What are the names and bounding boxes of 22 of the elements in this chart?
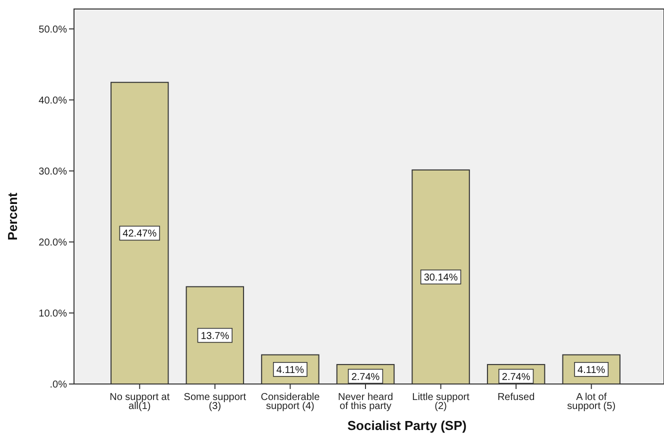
x-tick-label: Some support (3) — [184, 392, 246, 412]
data-label: 4.11% — [578, 364, 606, 376]
x-axis-title: Socialist Party (SP) — [347, 418, 467, 433]
y-tick-label: 40.0% — [38, 95, 68, 106]
x-tick-label: Considerable support (4) — [260, 392, 320, 412]
data-label: 42.47% — [122, 228, 157, 240]
y-tick-label: .0% — [50, 380, 68, 390]
y-tick-label: 50.0% — [38, 24, 68, 36]
data-label: 30.14% — [424, 272, 458, 284]
x-tick-label: Never heard of this party — [338, 392, 394, 412]
x-tick-label: Refused — [497, 392, 535, 403]
y-tick-label: 30.0% — [38, 166, 68, 178]
x-tick-label: Little support (2) — [412, 392, 470, 412]
data-label: 2.74% — [351, 372, 380, 383]
y-axis-title: Percent — [5, 192, 20, 240]
y-tick-label: 10.0% — [38, 308, 68, 320]
x-tick-label: No support at all(1) — [110, 392, 170, 412]
data-label: 13.7% — [200, 330, 230, 342]
data-label: 4.11% — [276, 364, 304, 376]
y-tick-label: 20.0% — [38, 237, 68, 248]
x-tick-label: A lot of support (5) — [567, 392, 616, 412]
data-label: 2.74% — [502, 372, 530, 383]
